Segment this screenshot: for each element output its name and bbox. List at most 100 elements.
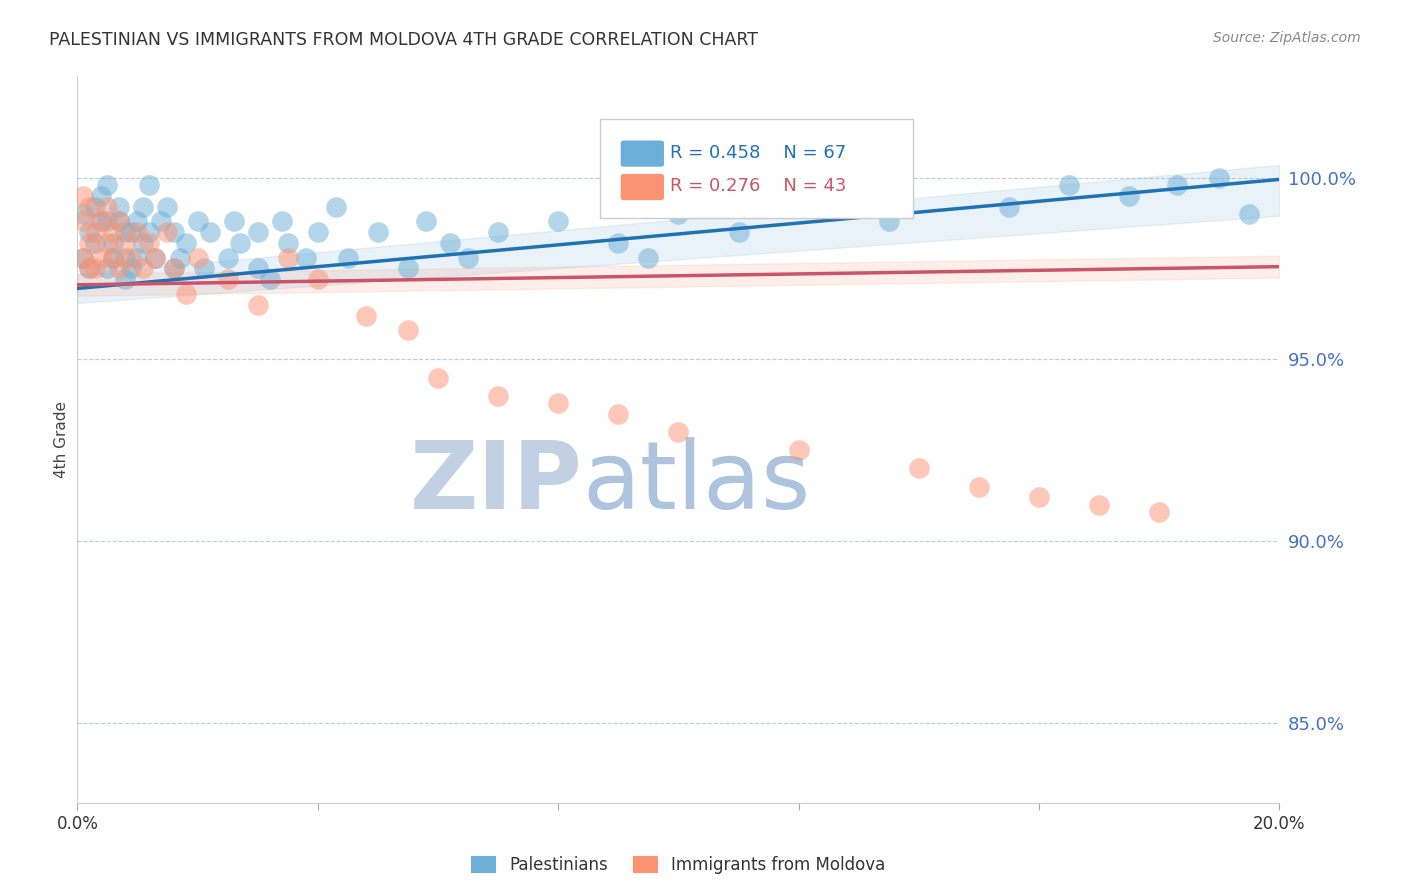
Point bbox=[1057, 178, 1080, 192]
Point bbox=[120, 261, 142, 276]
Point bbox=[127, 251, 149, 265]
Point bbox=[277, 251, 299, 265]
Point bbox=[325, 200, 347, 214]
FancyBboxPatch shape bbox=[620, 174, 664, 200]
Point bbox=[72, 207, 94, 221]
Point bbox=[607, 407, 630, 421]
Point bbox=[486, 389, 509, 403]
Point bbox=[877, 214, 900, 228]
Point bbox=[103, 225, 125, 239]
Text: ZIP: ZIP bbox=[409, 437, 582, 529]
Point bbox=[1028, 491, 1050, 505]
Point bbox=[607, 235, 630, 250]
Point bbox=[127, 225, 149, 239]
Point bbox=[1166, 178, 1188, 192]
Point bbox=[186, 251, 209, 265]
Point bbox=[336, 251, 359, 265]
Text: atlas: atlas bbox=[582, 437, 810, 529]
Point bbox=[132, 235, 155, 250]
Point bbox=[84, 200, 107, 214]
Point bbox=[367, 225, 389, 239]
Point bbox=[294, 251, 316, 265]
Point bbox=[396, 261, 419, 276]
Point bbox=[79, 261, 101, 276]
Point bbox=[79, 261, 101, 276]
Point bbox=[79, 200, 101, 214]
Point bbox=[90, 214, 112, 228]
Point bbox=[354, 309, 377, 323]
Point bbox=[90, 251, 112, 265]
Point bbox=[787, 443, 810, 458]
Point bbox=[668, 425, 690, 439]
Point bbox=[174, 235, 197, 250]
Point bbox=[1208, 170, 1230, 185]
Legend: Palestinians, Immigrants from Moldova: Palestinians, Immigrants from Moldova bbox=[471, 856, 886, 874]
Point bbox=[138, 225, 160, 239]
Point bbox=[96, 214, 118, 228]
Point bbox=[103, 251, 125, 265]
Point bbox=[79, 225, 101, 239]
Point bbox=[96, 261, 118, 276]
Point bbox=[90, 214, 112, 228]
Point bbox=[156, 200, 179, 214]
Point bbox=[307, 225, 329, 239]
Point bbox=[108, 214, 131, 228]
Y-axis label: 4th Grade: 4th Grade bbox=[53, 401, 69, 478]
Point bbox=[132, 261, 155, 276]
Point bbox=[169, 251, 191, 265]
Text: R = 0.458    N = 67: R = 0.458 N = 67 bbox=[671, 144, 846, 161]
Point bbox=[967, 479, 990, 493]
Point bbox=[79, 235, 101, 250]
FancyBboxPatch shape bbox=[620, 141, 664, 167]
Point bbox=[120, 225, 142, 239]
Point bbox=[787, 200, 810, 214]
Point bbox=[72, 214, 94, 228]
Point bbox=[72, 188, 94, 202]
Point bbox=[908, 461, 931, 475]
Point bbox=[174, 287, 197, 301]
Point bbox=[277, 235, 299, 250]
Point bbox=[156, 225, 179, 239]
Point bbox=[193, 261, 215, 276]
Point bbox=[145, 251, 167, 265]
Point bbox=[457, 251, 479, 265]
Point bbox=[138, 235, 160, 250]
Point bbox=[132, 200, 155, 214]
Text: PALESTINIAN VS IMMIGRANTS FROM MOLDOVA 4TH GRADE CORRELATION CHART: PALESTINIAN VS IMMIGRANTS FROM MOLDOVA 4… bbox=[49, 31, 758, 49]
Point bbox=[259, 272, 281, 286]
Point bbox=[108, 214, 131, 228]
Point bbox=[198, 225, 221, 239]
Text: Source: ZipAtlas.com: Source: ZipAtlas.com bbox=[1213, 31, 1361, 45]
Point bbox=[96, 200, 118, 214]
Point bbox=[84, 225, 107, 239]
Point bbox=[486, 225, 509, 239]
Point bbox=[217, 272, 239, 286]
Point bbox=[246, 225, 269, 239]
Point bbox=[162, 225, 184, 239]
Point bbox=[84, 235, 107, 250]
Point bbox=[72, 251, 94, 265]
Point bbox=[145, 251, 167, 265]
Point bbox=[96, 235, 118, 250]
Point bbox=[547, 396, 569, 410]
Point bbox=[547, 214, 569, 228]
Point bbox=[127, 214, 149, 228]
Point bbox=[84, 261, 107, 276]
Point bbox=[162, 261, 184, 276]
Point bbox=[114, 225, 136, 239]
FancyBboxPatch shape bbox=[600, 120, 912, 218]
Point bbox=[246, 261, 269, 276]
Point bbox=[217, 251, 239, 265]
Point bbox=[1088, 498, 1111, 512]
Point bbox=[120, 251, 142, 265]
Point bbox=[668, 207, 690, 221]
Point bbox=[138, 178, 160, 192]
Point bbox=[114, 251, 136, 265]
Point bbox=[162, 261, 184, 276]
Point bbox=[1149, 505, 1171, 519]
Point bbox=[270, 214, 292, 228]
Point bbox=[727, 225, 749, 239]
Point bbox=[114, 235, 136, 250]
Point bbox=[108, 261, 131, 276]
Point bbox=[998, 200, 1021, 214]
